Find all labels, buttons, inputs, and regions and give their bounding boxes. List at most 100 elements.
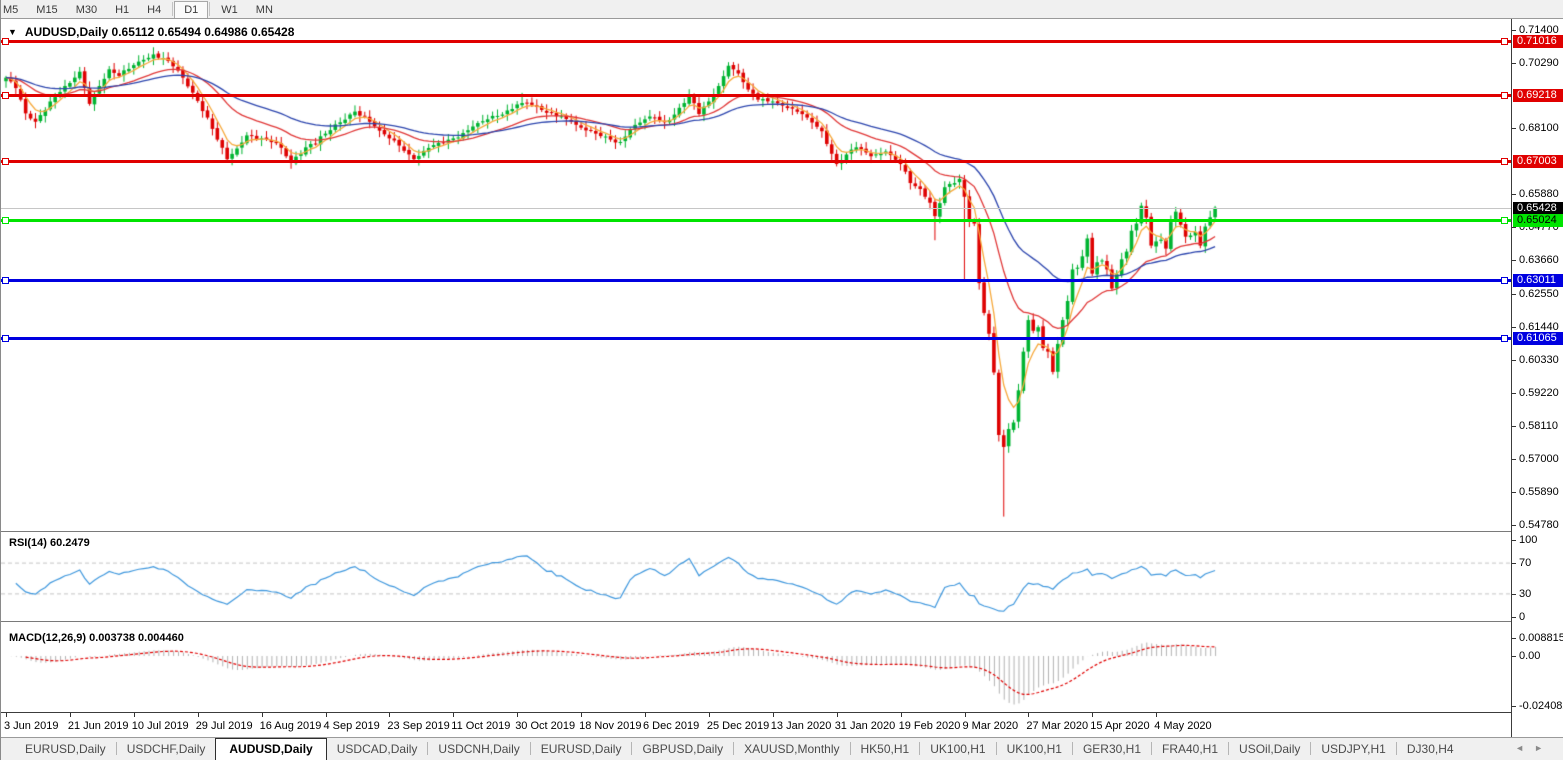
date-tick bbox=[517, 713, 519, 717]
chart-tab-ger30-h1[interactable]: GER30,H1 bbox=[1082, 742, 1141, 756]
macd-panel-canvas[interactable] bbox=[1, 628, 1511, 712]
date-tick bbox=[133, 713, 135, 717]
price-tick-0.70290-label: 0.70290 bbox=[1519, 57, 1559, 70]
support-price-tag: 0.63011 bbox=[1513, 273, 1563, 287]
chart-tab-hk50-h1[interactable]: HK50,H1 bbox=[860, 742, 910, 756]
resistance-line-right-handle[interactable] bbox=[1501, 38, 1508, 46]
tab-divider bbox=[115, 742, 117, 755]
tab-scroll-left-button[interactable]: ◄ bbox=[1515, 743, 1535, 753]
resistance-line-0.71016[interactable] bbox=[1, 40, 1511, 44]
chart-tab-uk100-h1[interactable]: UK100,H1 bbox=[1006, 742, 1062, 756]
support-line-right-handle[interactable] bbox=[1501, 276, 1508, 284]
support-line-0.63011[interactable] bbox=[1, 278, 1511, 282]
rsi-tick-0-tick bbox=[1512, 617, 1516, 618]
window-menu-icon[interactable]: ▼ bbox=[8, 27, 17, 37]
toolbar-divider bbox=[172, 1, 174, 16]
date-tick bbox=[900, 713, 902, 717]
price-tick-0.71400-tick bbox=[1512, 30, 1516, 31]
resistance-line-left-handle[interactable] bbox=[2, 38, 9, 46]
chart-tab-gbpusd-daily[interactable]: GBPUSD,Daily bbox=[642, 742, 724, 756]
date-label: 18 Nov 2019 bbox=[579, 720, 642, 732]
bid-price-line-0.65428[interactable] bbox=[1, 207, 1511, 209]
chart-tab-usdchf-daily[interactable]: USDCHF,Daily bbox=[126, 742, 206, 756]
chart-ohlc-values: 0.65112 0.65494 0.64986 0.65428 bbox=[111, 25, 295, 39]
date-axis[interactable]: 3 Jun 2019 21 Jun 2019 10 Jul 2019 29 Jul 2… bbox=[1, 713, 1511, 737]
macd-tick-0.00-tick bbox=[1512, 656, 1516, 657]
chart-tab-usoil-daily[interactable]: USOil,Daily bbox=[1239, 742, 1301, 756]
date-label: 6 Dec 2019 bbox=[643, 720, 700, 732]
date-label: 15 Apr 2020 bbox=[1090, 720, 1150, 732]
support-line-0.61065[interactable] bbox=[1, 336, 1511, 340]
resistance-line-0.69218[interactable] bbox=[1, 93, 1511, 97]
chart-tab-bar: EURUSD,Daily USDCHF,Daily AUDUSD,Daily USDC… bbox=[1, 737, 1563, 760]
chart-tab-eurusd-daily[interactable]: EURUSD,Daily bbox=[540, 742, 622, 756]
tab-scroll-right-button[interactable]: ► bbox=[1534, 743, 1553, 753]
resistance-line-right-handle[interactable] bbox=[1501, 157, 1508, 165]
chart-tab-uk100-h1[interactable]: UK100,H1 bbox=[930, 742, 986, 756]
price-tick-0.58110-tick bbox=[1512, 425, 1516, 427]
chart-tab-eurusd-daily[interactable]: EURUSD,Daily bbox=[25, 742, 106, 756]
chart-tab-usdcad-daily[interactable]: USDCAD,Daily bbox=[336, 742, 418, 756]
date-label: 19 Feb 2020 bbox=[898, 720, 961, 732]
chart-tab-dj30-h4[interactable]: DJ30,H4 bbox=[1406, 742, 1454, 756]
support-line-left-handle[interactable] bbox=[2, 216, 9, 224]
chart-tab-usdcnh-daily[interactable]: USDCNH,Daily bbox=[438, 742, 520, 756]
macd-tick-0.008815-tick bbox=[1512, 637, 1516, 639]
support-line-right-handle[interactable] bbox=[1501, 216, 1508, 224]
date-tick bbox=[1028, 713, 1030, 717]
bid-price-price-tag: 0.65428 bbox=[1513, 201, 1563, 215]
rsi-panel-canvas[interactable] bbox=[1, 533, 1511, 621]
date-label: 4 May 2020 bbox=[1154, 720, 1212, 732]
date-label: 25 Dec 2019 bbox=[706, 720, 770, 732]
tab-divider bbox=[919, 742, 921, 755]
timeframe-button-H1[interactable]: H1 bbox=[115, 4, 130, 16]
price-tick-0.68100-label: 0.68100 bbox=[1519, 122, 1559, 135]
resistance-price-tag: 0.71016 bbox=[1513, 35, 1563, 49]
date-tick bbox=[261, 713, 263, 717]
tab-divider bbox=[1151, 742, 1152, 755]
price-tick-0.63660-tick bbox=[1512, 260, 1516, 262]
timeframe-button-MN[interactable]: MN bbox=[255, 4, 273, 16]
timeframe-button-M15[interactable]: M15 bbox=[36, 4, 58, 16]
price-tick-0.68100-tick bbox=[1512, 128, 1516, 130]
resistance-line-left-handle[interactable] bbox=[2, 157, 9, 165]
date-label: 9 Mar 2020 bbox=[962, 720, 1019, 732]
date-label: 10 Jul 2019 bbox=[131, 720, 189, 732]
macd-tick--0.024082-tick bbox=[1512, 706, 1516, 708]
support-line-left-handle[interactable] bbox=[2, 276, 9, 284]
price-tick-0.70290-tick bbox=[1512, 63, 1516, 65]
resistance-line-0.67003[interactable] bbox=[1, 159, 1511, 163]
price-tick-0.64770-tick bbox=[1512, 227, 1516, 229]
timeframe-button-M30[interactable]: M30 bbox=[75, 4, 98, 16]
timeframe-button-M5[interactable]: M5 bbox=[3, 4, 19, 16]
chart-tab-xauusd-monthly[interactable]: XAUUSD,Monthly bbox=[744, 742, 840, 756]
price-tick-0.55890-tick bbox=[1512, 491, 1516, 493]
chart-tab-fra40-h1[interactable]: FRA40,H1 bbox=[1162, 742, 1219, 756]
support-line-right-handle[interactable] bbox=[1501, 334, 1508, 342]
tab-divider bbox=[1310, 742, 1312, 755]
price-axis[interactable]: 0.71400 0.70290 0.68100 0.65880 0.64770 0.636… bbox=[1511, 19, 1563, 737]
price-tick-0.54780-label: 0.54780 bbox=[1519, 518, 1559, 531]
resistance-line-left-handle[interactable] bbox=[2, 91, 9, 99]
date-label: 23 Sep 2019 bbox=[387, 720, 450, 732]
date-label: 29 Jul 2019 bbox=[195, 720, 253, 732]
support-line-0.65024[interactable] bbox=[1, 218, 1511, 222]
timeframe-button-W1[interactable]: W1 bbox=[221, 4, 238, 16]
rsi-macd-splitter[interactable] bbox=[1, 621, 1511, 622]
resistance-line-right-handle[interactable] bbox=[1501, 91, 1508, 99]
price-tick-0.61440-label: 0.61440 bbox=[1519, 320, 1559, 333]
tab-divider bbox=[995, 742, 997, 755]
rsi-tick-30-label: 30 bbox=[1519, 587, 1532, 600]
date-label: 13 Jan 2020 bbox=[770, 720, 832, 732]
macd-label: MACD(12,26,9) 0.003738 0.004460 bbox=[9, 632, 184, 644]
main-rsi-splitter[interactable] bbox=[1, 531, 1511, 532]
price-tick-0.65880-label: 0.65880 bbox=[1519, 188, 1559, 201]
rsi-tick-70-label: 70 bbox=[1519, 557, 1532, 570]
chart-tab-usdjpy-h1[interactable]: USDJPY,H1 bbox=[1321, 742, 1386, 756]
main-chart-canvas[interactable] bbox=[1, 19, 1511, 531]
chart-tab-audusd-daily[interactable]: AUDUSD,Daily bbox=[215, 738, 327, 760]
support-line-left-handle[interactable] bbox=[2, 334, 9, 342]
timeframe-button-H4[interactable]: H4 bbox=[147, 4, 162, 16]
timeframe-button-D1[interactable]: D1 bbox=[174, 1, 209, 18]
price-tick-0.57000-tick bbox=[1512, 458, 1516, 460]
